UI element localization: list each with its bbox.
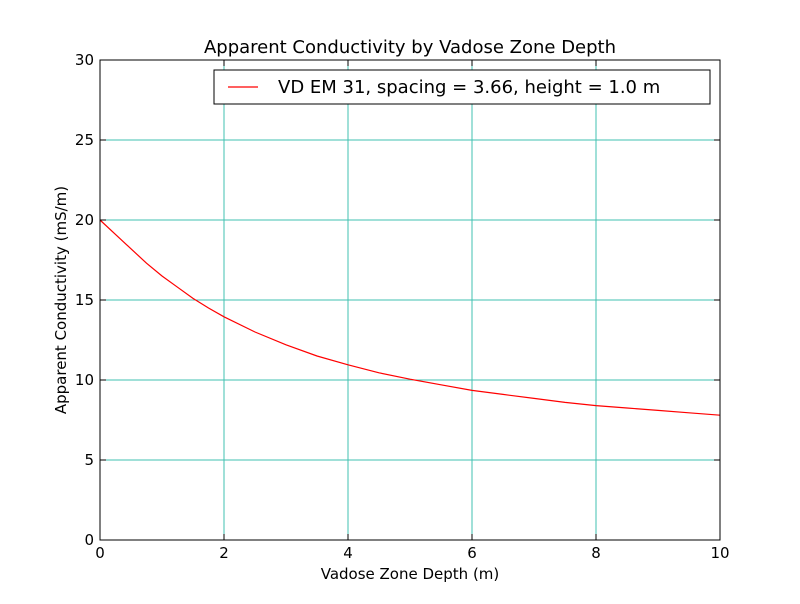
x-tick-label: 6: [467, 544, 477, 562]
series-layer: [99, 219, 721, 416]
x-axis-label: Vadose Zone Depth (m): [321, 565, 500, 583]
y-tick-label: 10: [75, 371, 94, 389]
x-tick-label: 4: [343, 544, 353, 562]
x-tick-label: 0: [95, 544, 105, 562]
x-tick-label: 2: [219, 544, 229, 562]
legend-label: VD EM 31, spacing = 3.66, height = 1.0 m: [278, 77, 660, 98]
y-tick-label: 5: [84, 451, 94, 469]
axis-ticks: 0 2 4 6 8 10 0 5 10 15 20 25 30: [75, 51, 730, 562]
y-tick-label: 15: [75, 291, 94, 309]
series-line: [99, 219, 721, 416]
y-axis-label: Apparent Conductivity (mS/m): [52, 186, 70, 414]
x-tick-label: 8: [591, 544, 601, 562]
legend: VD EM 31, spacing = 3.66, height = 1.0 m: [213, 69, 711, 105]
y-tick-label: 25: [75, 131, 94, 149]
x-tick-label: 10: [710, 544, 729, 562]
grid-lines: [99, 59, 721, 541]
y-tick-label: 0: [84, 531, 94, 549]
legend-box: [213, 69, 711, 105]
y-tick-label: 30: [75, 51, 94, 69]
chart-title: Apparent Conductivity by Vadose Zone Dep…: [204, 37, 616, 58]
y-tick-label: 20: [75, 211, 94, 229]
